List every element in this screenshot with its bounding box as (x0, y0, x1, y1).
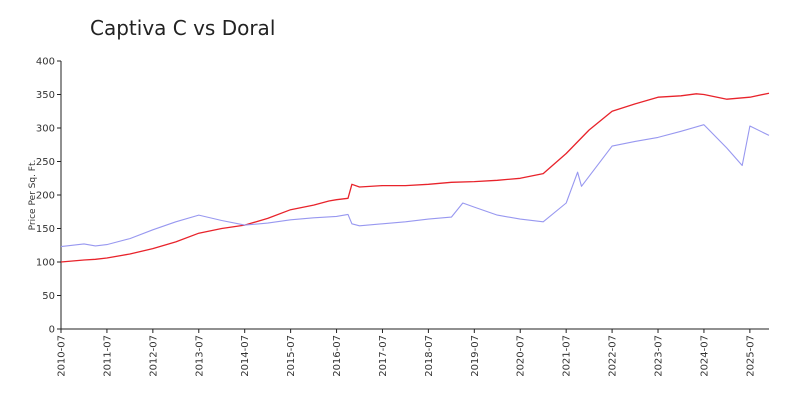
y-tick-label: 250 (36, 157, 55, 168)
y-tick-label: 0 (49, 325, 55, 336)
x-tick-label: 2025-07 (745, 335, 756, 377)
y-tick-label: 100 (36, 258, 55, 269)
x-tick-label: 2019-07 (470, 335, 481, 377)
axes: 0 50 100 150 200 250 300 350 400 2010-07 2011-07 20… (36, 57, 769, 377)
x-tick-label: 2017-07 (378, 335, 389, 377)
x-tick-label: 2023-07 (654, 335, 665, 377)
series-line-2 (60, 124, 770, 248)
x-tick-label: 2024-07 (699, 335, 710, 377)
y-tick-label: 50 (42, 291, 55, 302)
x-tick-label: 2015-07 (286, 335, 297, 377)
y-tick-label: 150 (36, 224, 55, 235)
x-tick-label: 2022-07 (608, 335, 619, 377)
y-tick-label: 350 (36, 90, 55, 101)
y-tick-label: 300 (36, 124, 55, 135)
x-tick-label: 2021-07 (562, 335, 573, 377)
x-tick-label: 2012-07 (148, 335, 159, 377)
x-tick-label: 2013-07 (194, 335, 205, 377)
x-tick-label: 2018-07 (424, 335, 435, 377)
chart-title: Captiva C vs Doral (90, 16, 276, 40)
y-axis-label: Price Per Sq. Ft. (28, 160, 38, 231)
x-tick-label: 2011-07 (102, 335, 113, 377)
x-tick-label: 2016-07 (332, 335, 343, 377)
y-tick-label: 400 (36, 57, 55, 68)
x-tick-label: 2014-07 (240, 335, 251, 377)
series-lines (60, 92, 770, 263)
series-line-1 (60, 92, 770, 263)
y-tick-label: 200 (36, 191, 55, 202)
x-tick-label: 2020-07 (516, 335, 527, 377)
x-tick-label: 2010-07 (57, 335, 68, 377)
